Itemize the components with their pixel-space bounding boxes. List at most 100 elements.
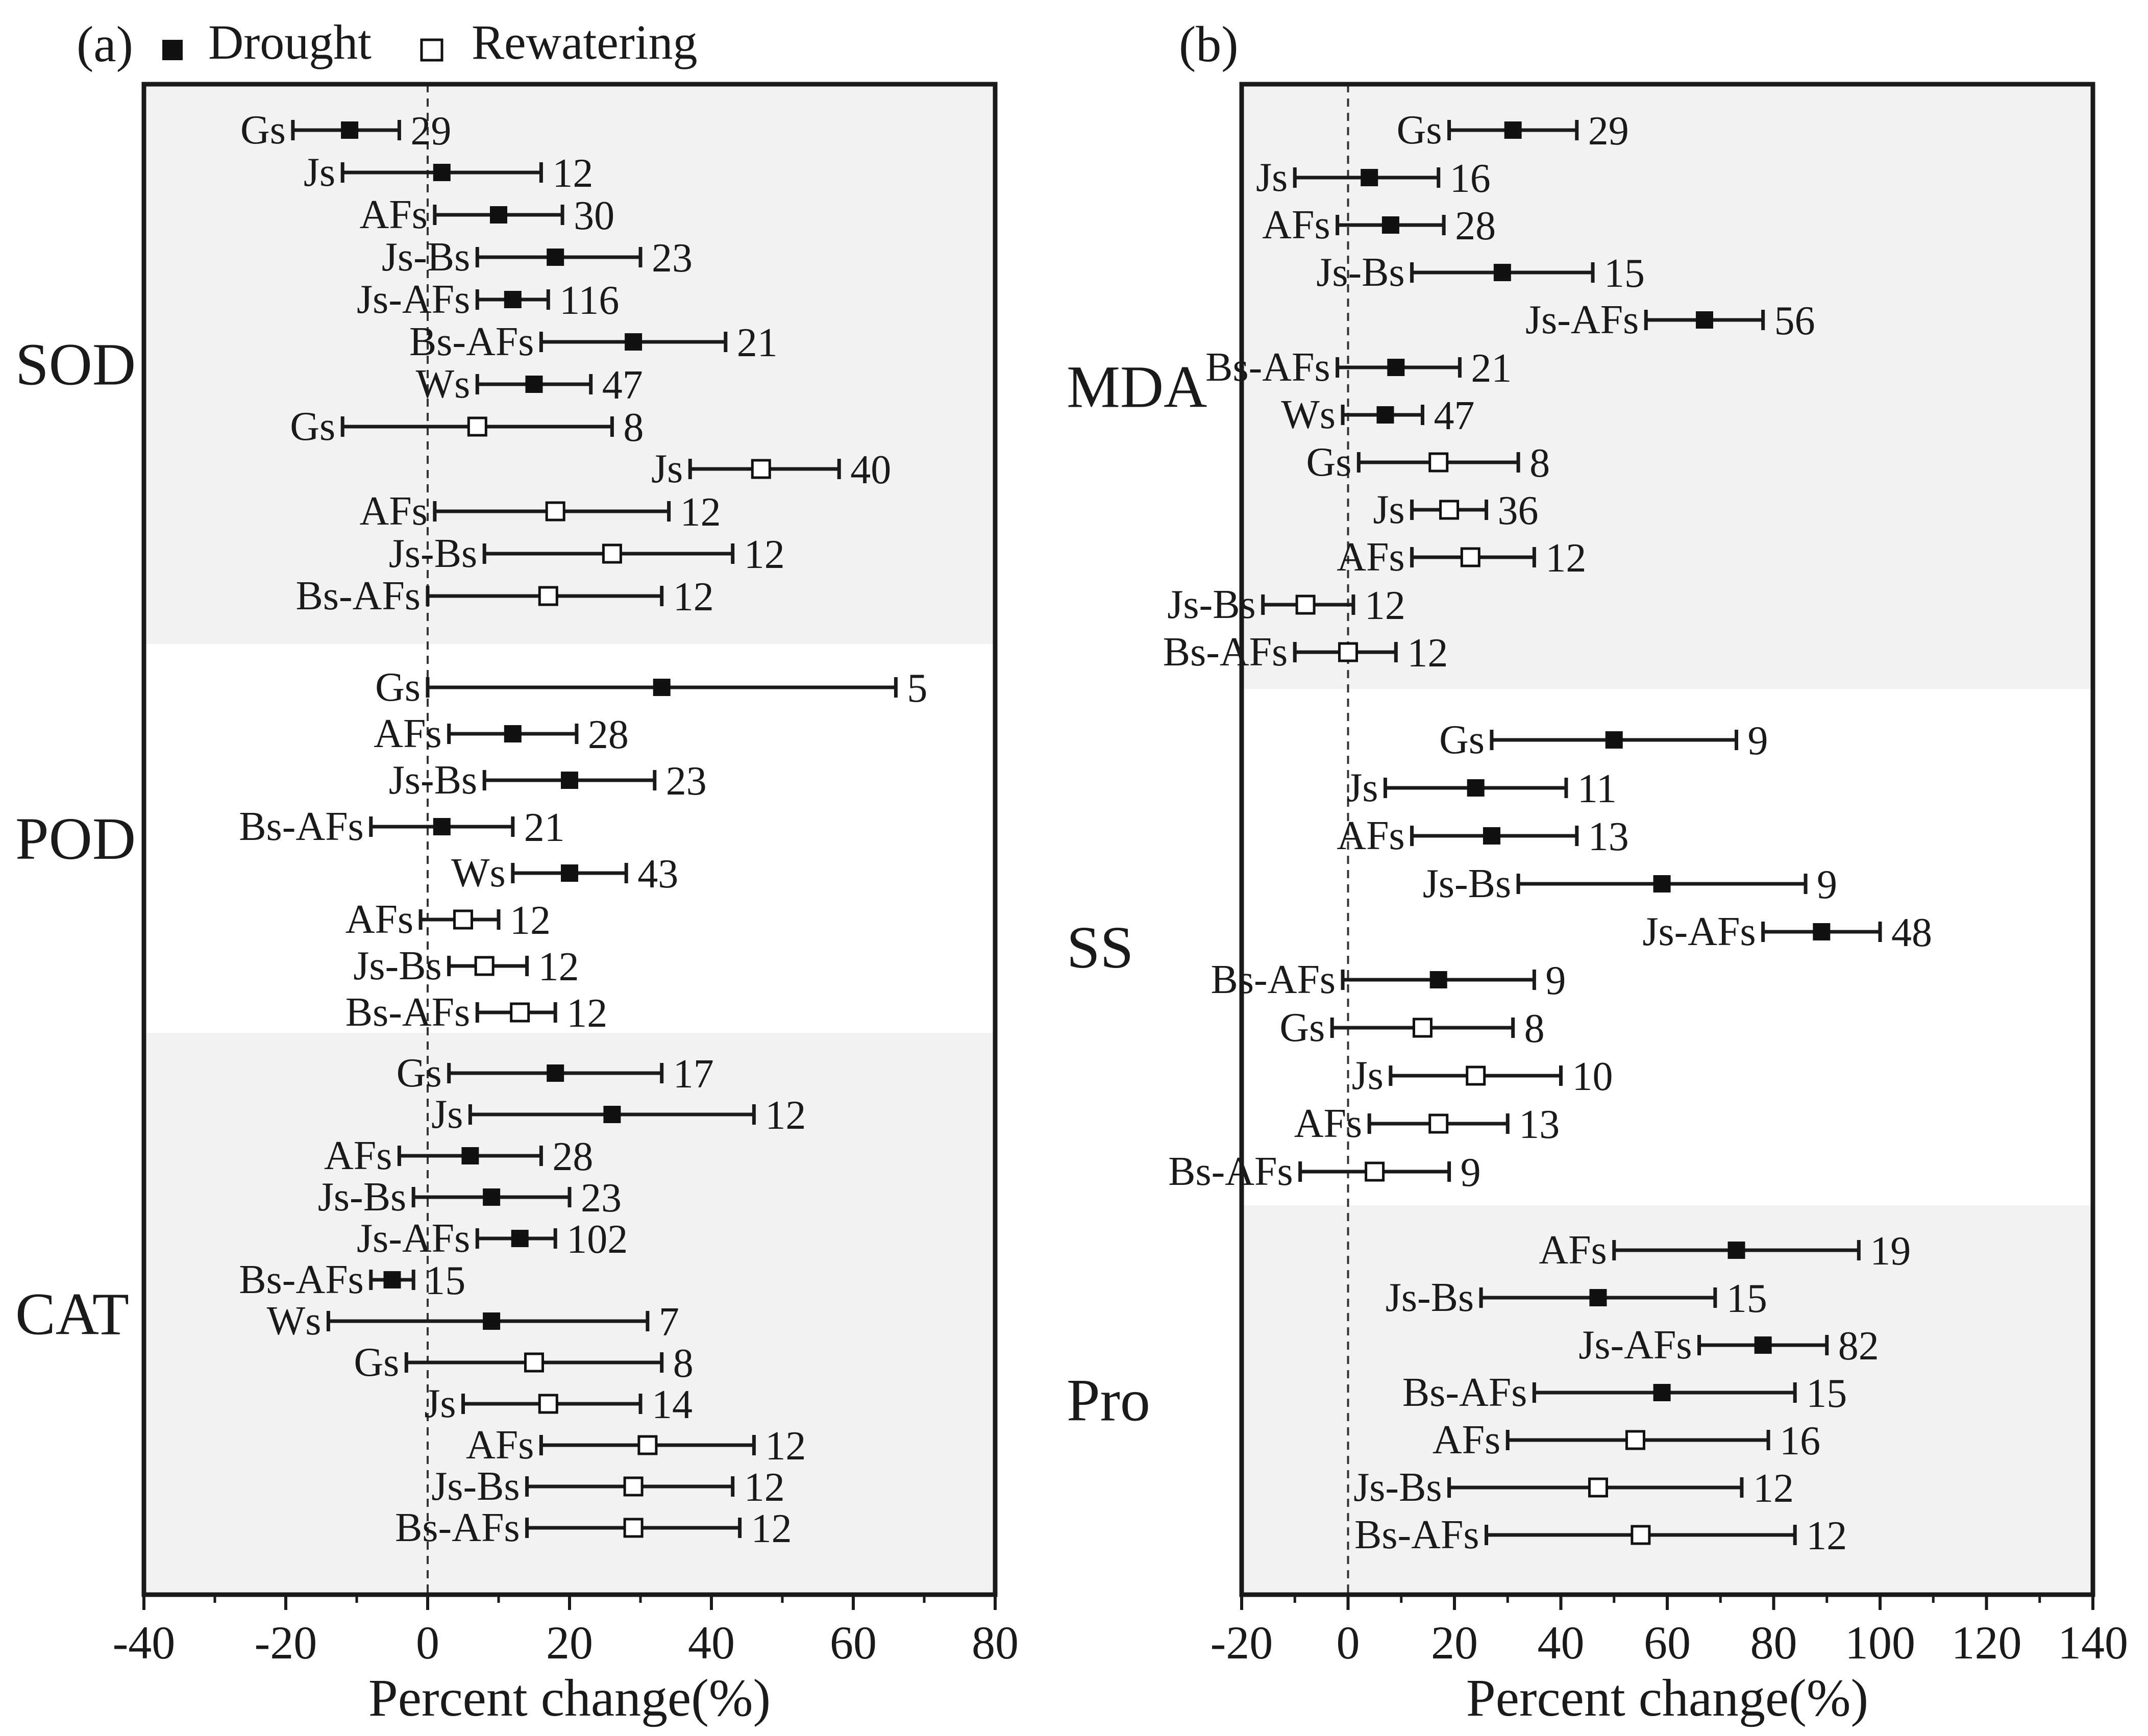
drought-mean-marker <box>625 333 643 351</box>
forest-row: Js-AFs 48 <box>1642 909 1932 955</box>
x-tick-label: -20 <box>1211 1617 1273 1669</box>
x-tick-label: 100 <box>1845 1617 1915 1669</box>
row-label: AFs <box>466 1423 534 1468</box>
sample-size-label: 47 <box>602 363 643 408</box>
row-label: Bs-AFs <box>239 1257 364 1302</box>
forest-row: Js 11 <box>1346 765 1617 811</box>
drought-mean-marker <box>603 1106 621 1123</box>
sample-size-label: 23 <box>581 1176 622 1221</box>
rewatering-mean-marker <box>1295 594 1316 615</box>
row-label: AFs <box>1337 535 1404 580</box>
rewatering-mean-marker <box>602 543 622 564</box>
drought-mean-marker <box>653 679 671 696</box>
row-label: Bs-AFs <box>1354 1512 1479 1557</box>
rewatering-mean-marker <box>1625 1430 1645 1450</box>
drought-mean-marker <box>504 291 522 308</box>
row-label: Gs <box>375 665 421 710</box>
drought-mean-marker <box>1727 1242 1745 1259</box>
sample-size-label: 47 <box>1434 393 1474 438</box>
row-label: Js <box>431 1092 463 1137</box>
row-label: Js-Bs <box>1423 861 1511 906</box>
drought-mean-marker <box>547 249 564 266</box>
sample-size-label: 48 <box>1891 910 1932 955</box>
sample-size-label: 23 <box>652 236 693 281</box>
forest-row: Bs-AFs 15 <box>239 1257 465 1303</box>
sample-size-label: 12 <box>1365 583 1405 628</box>
row-label: Js-AFs <box>1525 297 1639 342</box>
rewatering-mean-marker <box>1412 1018 1433 1038</box>
drought-mean-marker <box>547 1064 564 1082</box>
row-label: Ws <box>416 362 471 407</box>
sample-size-label: 12 <box>765 1093 806 1138</box>
group-label-pro: Pro <box>1067 1367 1150 1434</box>
forest-row: Ws 47 <box>416 362 643 408</box>
row-label: Js-AFs <box>1578 1323 1692 1368</box>
row-label: AFs <box>1337 813 1404 858</box>
forest-row: Js-Bs 15 <box>1316 250 1645 296</box>
row-label: Gs <box>354 1340 399 1385</box>
sample-size-label: 8 <box>1529 441 1550 486</box>
sample-size-label: 12 <box>1545 536 1586 581</box>
sample-size-label: 11 <box>1577 766 1617 811</box>
row-label: Ws <box>267 1299 322 1344</box>
row-label: Bs-AFs <box>1402 1370 1527 1415</box>
drought-mean-marker <box>1429 971 1447 988</box>
row-label: Js <box>304 150 335 195</box>
sample-size-label: 29 <box>1588 109 1629 154</box>
forest-row: Js-AFs 82 <box>1578 1323 1879 1369</box>
row-label: Gs <box>240 108 286 153</box>
rewatering-mean-marker <box>467 416 487 437</box>
rewatering-mean-marker <box>538 1394 558 1414</box>
sample-size-label: 102 <box>566 1217 628 1262</box>
group-label-pod: POD <box>15 805 136 872</box>
row-label: Js-Bs <box>1386 1275 1474 1320</box>
sample-size-label: 40 <box>850 448 891 492</box>
drought-mean-marker <box>490 206 507 224</box>
forest-row: Gs 5 <box>375 665 927 711</box>
drought-mean-marker <box>483 1188 501 1206</box>
row-label: AFs <box>374 711 441 756</box>
sample-size-label: 15 <box>1604 251 1645 296</box>
sample-size-label: 116 <box>559 278 619 323</box>
row-label: Js-AFs <box>357 277 470 322</box>
drought-mean-marker <box>1605 731 1623 749</box>
drought-mean-marker <box>511 1230 529 1247</box>
row-label: Gs <box>290 404 335 449</box>
x-tick-label: -40 <box>113 1617 176 1669</box>
row-label: AFs <box>345 897 413 942</box>
row-label: Bs-AFs <box>345 990 471 1035</box>
sample-size-label: 17 <box>673 1052 714 1097</box>
rewatering-mean-marker <box>637 1435 658 1455</box>
forest-row: Js-Bs 12 <box>353 944 579 989</box>
drought-mean-marker <box>1653 1384 1671 1401</box>
group-band-sod <box>144 84 995 644</box>
sample-size-label: 12 <box>1806 1514 1847 1558</box>
drought-mean-marker <box>504 725 522 742</box>
forest-row: Ws 7 <box>267 1299 679 1345</box>
sample-size-label: 12 <box>1407 631 1448 676</box>
forest-row: AFs 12 <box>345 897 551 943</box>
sample-size-label: 13 <box>1519 1102 1560 1147</box>
sample-size-label: 28 <box>552 1134 593 1179</box>
sample-size-label: 12 <box>744 532 785 577</box>
forest-row: AFs 28 <box>324 1133 593 1179</box>
forest-row: Gs 8 <box>354 1340 693 1386</box>
group-label-mda: MDA <box>1067 354 1207 420</box>
drought-mean-marker <box>433 818 451 835</box>
group-label-cat: CAT <box>15 1281 129 1348</box>
rewatering-mean-marker <box>510 1002 530 1023</box>
forest-row: Gs 29 <box>1397 108 1629 154</box>
drought-mean-marker <box>1695 311 1713 329</box>
drought-mean-marker <box>1376 406 1394 424</box>
row-label: AFs <box>1294 1101 1362 1146</box>
x-tick-label: 0 <box>416 1617 439 1669</box>
forest-row: Js-Bs 12 <box>431 1464 785 1510</box>
row-label: Js <box>1256 155 1288 200</box>
panel-label: (a) <box>77 16 133 72</box>
sample-size-label: 21 <box>737 320 778 365</box>
forest-row: Js 12 <box>431 1092 806 1138</box>
forest-row: Bs-AFs 21 <box>1205 345 1512 391</box>
panel-label: (b) <box>1179 16 1239 72</box>
drought-mean-marker <box>461 1147 479 1164</box>
